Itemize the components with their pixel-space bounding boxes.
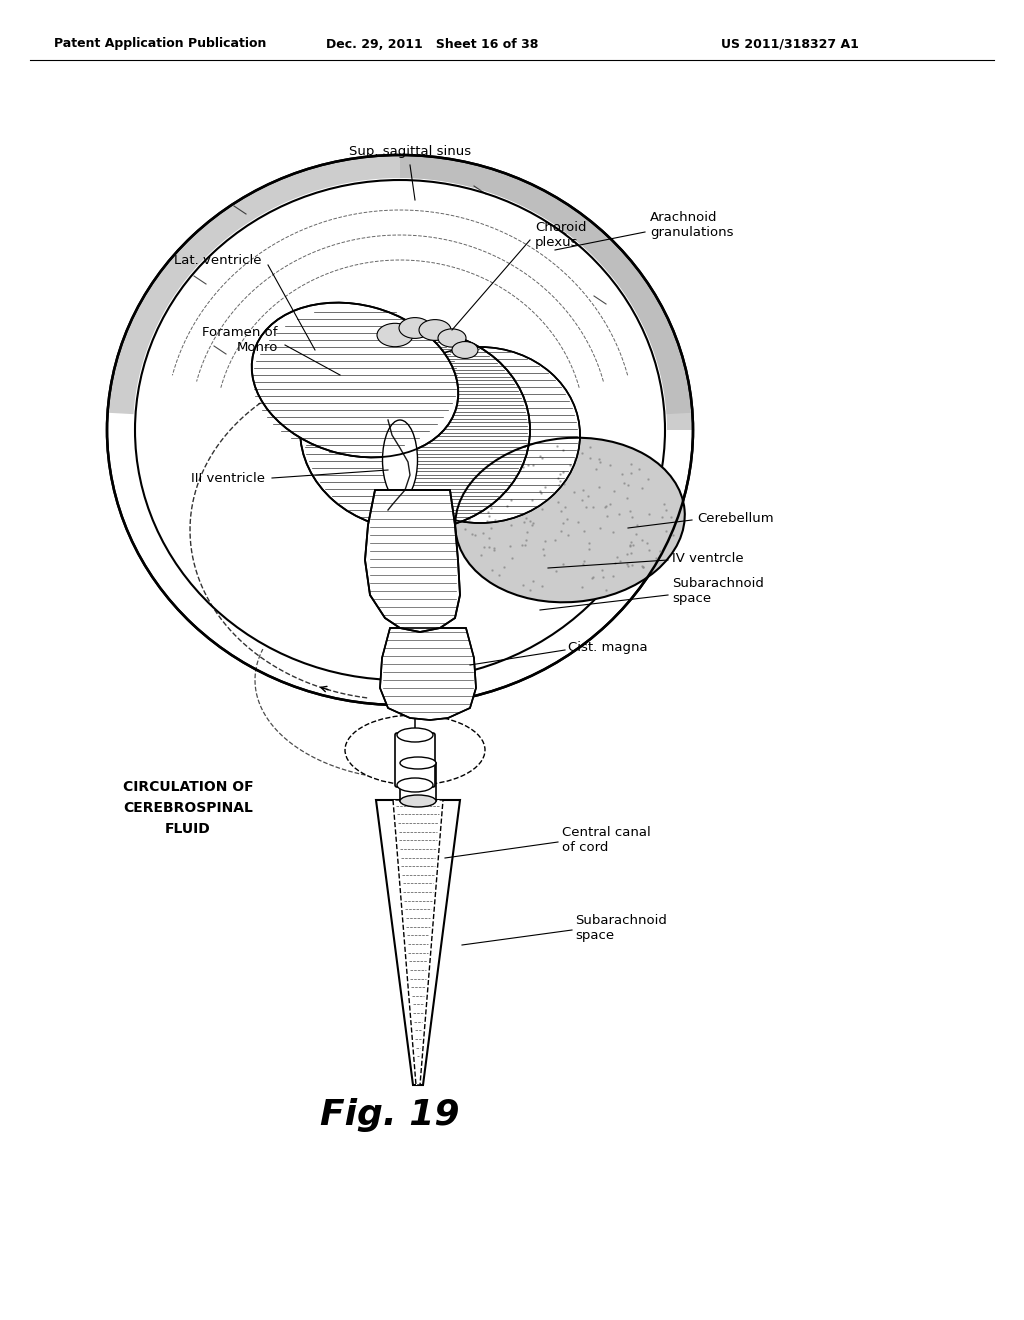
Polygon shape <box>108 154 692 414</box>
Polygon shape <box>376 800 460 1085</box>
Ellipse shape <box>383 420 418 500</box>
Text: IV ventrcle: IV ventrcle <box>672 552 743 565</box>
Text: Subarachnoid
space: Subarachnoid space <box>575 913 667 942</box>
Ellipse shape <box>300 330 530 531</box>
Text: Lat. ventricle: Lat. ventricle <box>174 253 262 267</box>
Polygon shape <box>400 154 693 430</box>
Ellipse shape <box>397 777 433 792</box>
Text: Central canal
of cord: Central canal of cord <box>562 826 650 854</box>
Ellipse shape <box>380 347 580 523</box>
Text: Fig. 19: Fig. 19 <box>321 1098 460 1133</box>
Ellipse shape <box>400 795 436 807</box>
Ellipse shape <box>397 729 433 742</box>
FancyBboxPatch shape <box>395 733 435 787</box>
Ellipse shape <box>252 302 459 457</box>
Ellipse shape <box>438 329 466 347</box>
Ellipse shape <box>452 342 478 359</box>
Polygon shape <box>365 490 460 632</box>
Text: Patent Application Publication: Patent Application Publication <box>54 37 266 50</box>
Text: US 2011/318327 A1: US 2011/318327 A1 <box>721 37 859 50</box>
Text: Arachnoid
granulations: Arachnoid granulations <box>650 211 733 239</box>
Polygon shape <box>380 628 476 719</box>
Text: Dec. 29, 2011   Sheet 16 of 38: Dec. 29, 2011 Sheet 16 of 38 <box>326 37 539 50</box>
Text: Subarachnoid
space: Subarachnoid space <box>672 577 764 605</box>
Ellipse shape <box>419 319 451 341</box>
Ellipse shape <box>135 180 665 680</box>
Text: Sup. sagittal sinus: Sup. sagittal sinus <box>349 145 471 158</box>
Ellipse shape <box>399 318 431 338</box>
Text: Cerebellum: Cerebellum <box>697 511 773 524</box>
Bar <box>400 763 436 801</box>
Text: Choroid
plexus: Choroid plexus <box>535 220 587 249</box>
Text: Cist. magna: Cist. magna <box>568 642 647 655</box>
Ellipse shape <box>377 323 413 347</box>
Polygon shape <box>393 800 443 1085</box>
Text: Foramen of
Monro: Foramen of Monro <box>203 326 278 354</box>
Text: III ventricle: III ventricle <box>191 471 265 484</box>
Text: CIRCULATION OF
CEREBROSPINAL
FLUID: CIRCULATION OF CEREBROSPINAL FLUID <box>123 780 253 836</box>
Ellipse shape <box>400 756 436 770</box>
Ellipse shape <box>456 438 685 602</box>
